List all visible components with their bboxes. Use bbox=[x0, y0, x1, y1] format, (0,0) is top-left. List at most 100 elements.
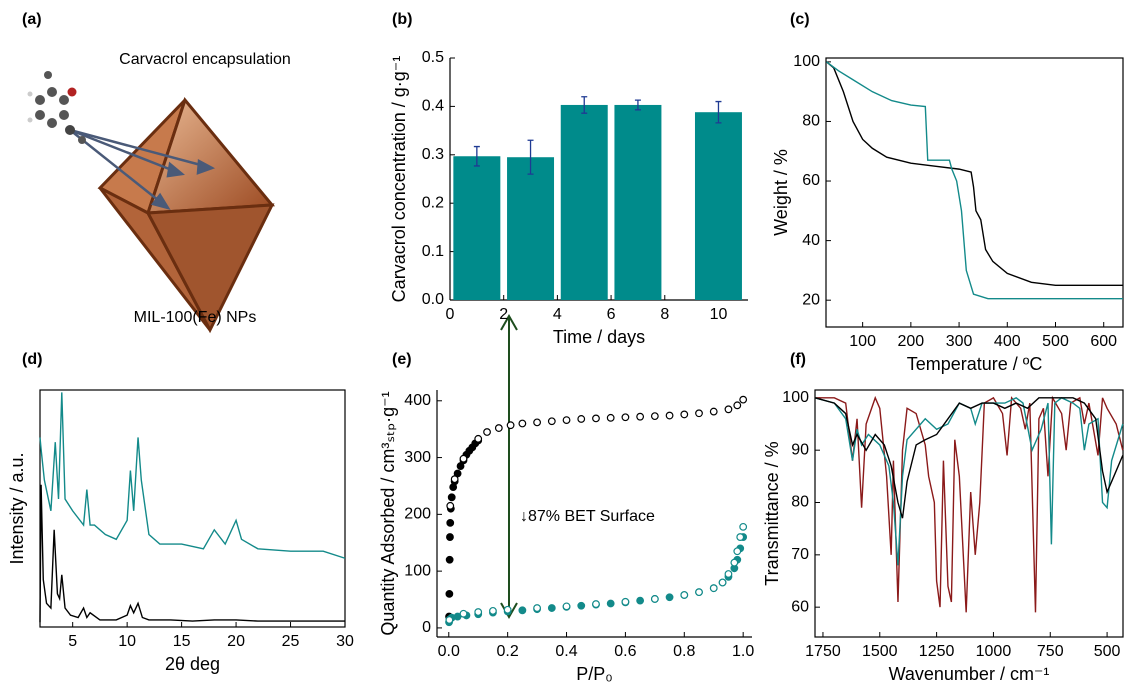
y-tick-label: 60 bbox=[802, 172, 820, 189]
y-tick-label: 0 bbox=[422, 619, 431, 636]
y-axis-title: Carvacrol concentration / g·g⁻¹ bbox=[389, 56, 409, 303]
data-point bbox=[533, 418, 541, 427]
x-tick-label: 20 bbox=[227, 633, 245, 650]
data-point bbox=[445, 589, 454, 598]
data-point bbox=[446, 518, 455, 527]
data-point bbox=[447, 493, 456, 502]
x-tick-label: 25 bbox=[282, 633, 300, 650]
illustration-title: Carvacrol encapsulation bbox=[119, 51, 291, 68]
plot-frame bbox=[39, 389, 346, 628]
data-point bbox=[518, 606, 527, 615]
x-tick-label: 5 bbox=[68, 633, 77, 650]
x-tick-label: 15 bbox=[173, 633, 191, 650]
bet-arrow bbox=[500, 313, 518, 620]
data-point bbox=[577, 601, 586, 610]
y-tick-label: 0.1 bbox=[422, 243, 444, 260]
data-point bbox=[445, 616, 454, 624]
data-point bbox=[680, 591, 689, 599]
data-point bbox=[695, 409, 703, 418]
data-point bbox=[606, 413, 615, 422]
data-point bbox=[636, 412, 645, 421]
data-point bbox=[606, 599, 615, 608]
data-point bbox=[650, 412, 659, 421]
x-tick-label: 4 bbox=[553, 306, 562, 323]
y-tick-label: 60 bbox=[791, 598, 809, 615]
data-point bbox=[680, 410, 689, 419]
data-point bbox=[695, 588, 703, 597]
data-point bbox=[562, 602, 571, 611]
data-point bbox=[718, 578, 727, 587]
x-tick-label: 500 bbox=[1042, 333, 1069, 350]
data-point bbox=[446, 533, 454, 541]
y-axis-title: Quantity Adsorbed / cm³ₛₜₚ·g⁻¹ bbox=[378, 391, 398, 635]
data-point bbox=[709, 407, 718, 416]
data-point bbox=[621, 597, 630, 606]
error-bar bbox=[527, 139, 534, 175]
panel-label: (e) bbox=[392, 351, 412, 368]
y-tick-label: 80 bbox=[791, 494, 809, 511]
x-tick-label: 30 bbox=[336, 633, 354, 650]
data-point bbox=[518, 419, 527, 428]
data-point bbox=[636, 596, 645, 605]
data-point bbox=[665, 411, 674, 420]
x-axis-title: 2θ deg bbox=[165, 654, 220, 674]
x-tick-label: 400 bbox=[994, 333, 1021, 350]
x-tick-label: 6 bbox=[607, 306, 616, 323]
data-point bbox=[650, 595, 659, 603]
y-tick-label: 0.2 bbox=[422, 194, 444, 211]
data-point bbox=[577, 415, 586, 423]
y-tick-label: 40 bbox=[802, 232, 820, 249]
x-axis-title: Wavenumber / cm⁻¹ bbox=[889, 664, 1050, 684]
series-line bbox=[815, 395, 1124, 613]
data-point bbox=[446, 501, 455, 510]
panel-label: (d) bbox=[22, 351, 42, 368]
data-point bbox=[489, 606, 497, 615]
data-point bbox=[592, 600, 600, 608]
data-point bbox=[459, 609, 468, 618]
arrows bbox=[69, 128, 216, 211]
octahedron-face bbox=[145, 203, 275, 334]
bar bbox=[614, 104, 662, 300]
y-tick-label: 300 bbox=[404, 449, 431, 466]
x-tick-label: 1500 bbox=[862, 643, 898, 660]
y-tick-label: 80 bbox=[802, 113, 820, 130]
y-axis-title: Intensity / a.u. bbox=[7, 452, 27, 564]
data-point bbox=[494, 424, 503, 432]
x-tick-label: 10 bbox=[118, 633, 136, 650]
series-line bbox=[39, 392, 346, 559]
panel-label: (b) bbox=[392, 11, 412, 28]
x-tick-label: 1000 bbox=[976, 643, 1012, 660]
illustration-caption: MIL-100(Fe) NPs bbox=[134, 309, 257, 326]
data-point bbox=[483, 428, 491, 436]
series-line bbox=[814, 397, 1124, 519]
series-line bbox=[826, 61, 1123, 300]
x-axis-title: Time / days bbox=[553, 327, 645, 347]
series-line bbox=[39, 484, 345, 623]
x-axis-title: P/P₀ bbox=[576, 664, 612, 684]
y-axis-title: Weight / % bbox=[771, 149, 791, 236]
error-bar bbox=[473, 145, 480, 167]
data-point bbox=[736, 533, 745, 541]
molecule bbox=[27, 71, 86, 144]
panel-label: (a) bbox=[22, 11, 42, 28]
plot-frame bbox=[814, 389, 1124, 638]
x-tick-label: 8 bbox=[660, 306, 669, 323]
y-tick-label: 90 bbox=[791, 441, 809, 458]
data-point bbox=[533, 604, 541, 612]
x-tick-label: 750 bbox=[1037, 643, 1064, 660]
x-tick-label: 500 bbox=[1094, 643, 1121, 660]
series-line bbox=[826, 61, 1123, 286]
data-point bbox=[733, 547, 742, 556]
y-axis-title: Transmittance / % bbox=[762, 441, 782, 585]
x-tick-label: 0.4 bbox=[555, 643, 577, 660]
annotation: ↓87% BET Surface bbox=[520, 508, 655, 525]
error-bar bbox=[715, 100, 722, 124]
y-tick-label: 0.0 bbox=[422, 291, 444, 308]
y-tick-label: 200 bbox=[404, 506, 431, 523]
plot-frame bbox=[825, 57, 1124, 328]
data-point bbox=[450, 475, 459, 484]
y-tick-label: 0.5 bbox=[422, 49, 444, 66]
y-tick-label: 100 bbox=[404, 562, 431, 579]
data-point bbox=[733, 401, 742, 410]
